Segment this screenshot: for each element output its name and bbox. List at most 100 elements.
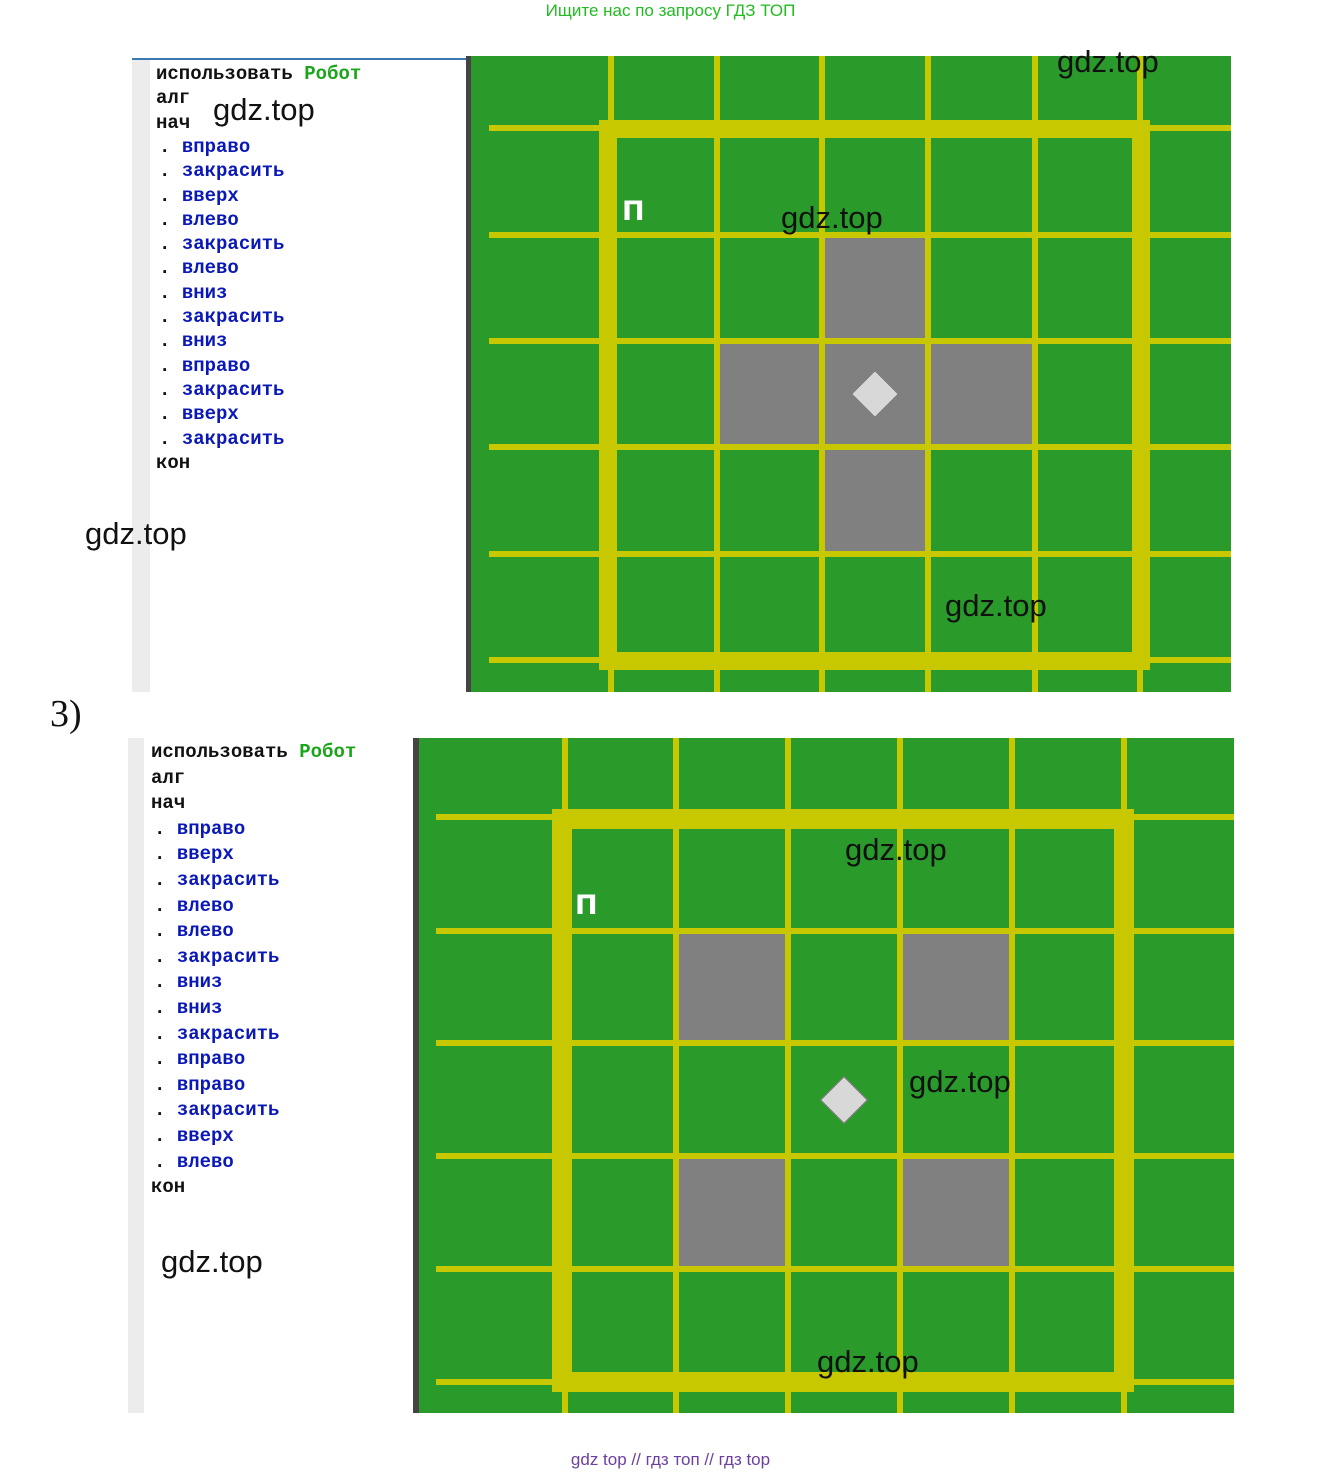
line-bullet: . — [159, 427, 171, 450]
line-bullet: . — [154, 1022, 166, 1045]
painted-cell — [903, 1159, 1009, 1266]
painted-cell — [825, 238, 925, 338]
line-bullet: . — [159, 330, 171, 353]
robot-command: влево — [176, 894, 234, 917]
line-bullet: . — [154, 997, 166, 1019]
line-bullet: . — [154, 1073, 166, 1096]
keyword-use: использовать — [151, 741, 288, 763]
border-wall-top — [599, 120, 1150, 138]
robot-command: влево — [181, 257, 239, 280]
robot-command: закрасить — [176, 1099, 280, 1122]
code-line-command: . закрасить — [154, 1098, 279, 1122]
border-wall-bottom — [599, 652, 1150, 670]
footer-banner: gdz top // гдз топ // гдз top — [570, 1450, 771, 1469]
grid-line — [897, 738, 903, 1413]
watermark: gdz.top — [817, 1344, 919, 1379]
code-line-command: . вниз — [159, 329, 227, 353]
code-line-command: . вниз — [154, 996, 222, 1020]
panel-divider-2[interactable] — [413, 738, 419, 1413]
robot-command: закрасить — [181, 233, 285, 256]
robot-field-2: П — [419, 738, 1234, 1413]
line-bullet: . — [154, 894, 166, 917]
robot-command: вверх — [181, 184, 239, 207]
code-line-command: . вниз — [154, 970, 222, 994]
border-wall-right — [1114, 809, 1134, 1392]
robot-command: вниз — [176, 997, 223, 1019]
grid-line — [489, 551, 1231, 557]
code-line-command: . закрасить — [159, 427, 284, 451]
line-bullet: . — [159, 281, 171, 304]
painted-cell — [679, 1159, 785, 1266]
line-bullet: . — [154, 945, 166, 968]
line-bullet: . — [154, 869, 166, 891]
code-line-command: . вправо — [159, 354, 250, 378]
grid-line — [714, 56, 720, 692]
code-line-command: . вверх — [159, 184, 239, 208]
code-line-use: использовать Робот — [156, 62, 361, 86]
grid-line — [785, 738, 791, 1413]
code-lines: использовать Робот алг нач. вправо. вверх.… — [128, 738, 414, 1413]
grid-line — [1009, 738, 1015, 1413]
line-bullet: . — [159, 160, 171, 183]
code-line-command: . вверх — [159, 402, 239, 426]
robot-command: вправо — [176, 817, 246, 840]
robot-command: вниз — [176, 971, 223, 994]
robot-command: вправо — [176, 1073, 246, 1096]
code-line-command: . вверх — [154, 842, 234, 866]
robot-command: закрасить — [181, 427, 285, 450]
code-editor-2[interactable]: использовать Робот алг нач. вправо. вверх.… — [128, 738, 414, 1413]
painted-cell — [679, 934, 785, 1040]
line-bullet: . — [154, 1099, 166, 1122]
robot-command: закрасить — [181, 160, 285, 183]
line-bullet: . — [159, 257, 171, 280]
line-bullet: . — [159, 208, 171, 231]
code-line-command: . вверх — [154, 1124, 234, 1148]
code-editor-1[interactable]: использовать Робот алг нач. вправо. закрас… — [132, 58, 468, 692]
code-line-command: . вправо — [154, 817, 245, 841]
line-bullet: . — [159, 378, 171, 401]
robot-command: закрасить — [176, 1022, 280, 1045]
border-wall-bottom — [552, 1372, 1134, 1392]
line-bullet: . — [154, 817, 166, 840]
search-banner: Ищите нас по запросу ГДЗ ТОП — [545, 1, 796, 20]
painted-cell — [720, 344, 819, 444]
code-line-command: . закрасить — [159, 378, 284, 402]
code-line-command: . закрасить — [154, 945, 279, 969]
grid-line — [436, 1266, 1234, 1272]
robot-icon — [819, 1075, 869, 1124]
code-line-command: . вправо — [154, 1047, 245, 1071]
watermark: gdz.top — [909, 1064, 1011, 1099]
watermark: gdz.top — [945, 588, 1047, 623]
line-bullet: . — [159, 184, 171, 207]
code-line-command: . влево — [159, 208, 239, 232]
line-bullet: . — [154, 1125, 166, 1147]
line-bullet: . — [159, 233, 171, 256]
grid-line — [436, 928, 1234, 934]
robot-command: вниз — [181, 330, 228, 353]
grid-line — [1032, 56, 1038, 692]
robot-command: вверх — [176, 843, 234, 866]
code-lines: использовать Робот алг нач. вправо. закрас… — [132, 58, 468, 692]
grid-line — [673, 738, 679, 1413]
line-gutter — [128, 738, 144, 1413]
code-line-command: . влево — [159, 256, 239, 280]
line-gutter — [132, 60, 150, 692]
grid-line — [925, 56, 931, 692]
code-line-command: . закрасить — [159, 232, 284, 256]
border-wall-right — [1132, 120, 1150, 670]
line-bullet: . — [154, 1048, 166, 1071]
line-bullet: . — [159, 354, 171, 377]
keyword-end: кон — [151, 1176, 186, 1199]
grid-line — [819, 56, 825, 692]
robot-command: влево — [181, 208, 239, 231]
keyword-alg: алг — [156, 87, 191, 110]
line-bullet: . — [154, 843, 166, 866]
robot-command: вниз — [181, 281, 228, 304]
grid-line — [436, 1153, 1234, 1159]
line-bullet: . — [154, 971, 166, 994]
line-bullet: . — [159, 306, 171, 328]
robot-command: вправо — [181, 354, 251, 377]
border-wall-left — [552, 809, 572, 1392]
panel-divider-1[interactable] — [466, 56, 471, 692]
code-line-command: . влево — [154, 919, 234, 943]
